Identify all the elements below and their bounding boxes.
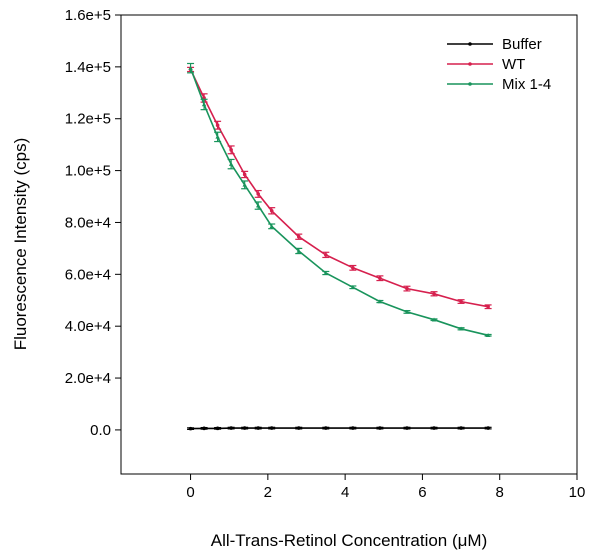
legend-marker: [468, 42, 472, 46]
data-point: [378, 276, 382, 281]
data-point: [324, 426, 328, 430]
legend-marker: [468, 62, 472, 66]
data-point: [229, 426, 233, 430]
data-point: [405, 426, 409, 430]
data-point: [350, 285, 356, 290]
data-point: [188, 65, 193, 70]
data-point: [229, 148, 233, 152]
y-tick-label: 1.2e+5: [65, 111, 111, 128]
data-point: [269, 426, 274, 430]
data-point: [351, 426, 355, 430]
series-buffer: [187, 426, 492, 431]
legend-label: WT: [502, 56, 525, 73]
y-tick-label: 6.0e+4: [65, 266, 111, 283]
data-point: [377, 299, 383, 304]
y-tick-label: 2.0e+4: [65, 370, 111, 387]
data-point: [256, 426, 260, 430]
series-line-wt: [189, 69, 489, 308]
y-axis-title: Fluorescence Intensity (cps): [11, 138, 30, 351]
data-point: [431, 317, 437, 322]
x-tick-label: 8: [496, 484, 504, 501]
y-axis: 0.0 2.0e+4 4.0e+4 6.0e+4 8.0e+4 1.0e+5 1.2e+5 1…: [65, 7, 121, 439]
series-mix-1-4: [187, 62, 492, 338]
legend-label: Mix 1-4: [502, 76, 551, 93]
legend: Buffer WT Mix 1-4: [447, 36, 551, 93]
data-point: [432, 291, 436, 296]
data-point: [432, 426, 436, 430]
data-point: [486, 304, 490, 309]
data-point: [378, 426, 382, 430]
series-layer: [187, 62, 492, 431]
legend-marker: [468, 82, 472, 86]
data-point: [188, 426, 193, 431]
data-point: [215, 426, 220, 431]
data-point: [296, 234, 301, 239]
x-tick-label: 0: [186, 484, 194, 501]
y-tick-label: 1.0e+5: [65, 163, 111, 180]
x-axis-title: All-Trans-Retinol Concentration (μM): [211, 531, 488, 550]
legend-item-mix-1-4: Mix 1-4: [447, 76, 551, 93]
data-point: [242, 426, 247, 430]
x-tick-label: 10: [569, 484, 586, 501]
y-tick-label: 8.0e+4: [65, 214, 111, 231]
data-point: [242, 172, 247, 177]
data-point: [458, 326, 464, 331]
legend-item-buffer: Buffer: [447, 36, 542, 53]
y-tick-label: 1.4e+5: [65, 59, 111, 76]
data-point: [404, 309, 410, 314]
data-point: [485, 333, 491, 338]
legend-label: Buffer: [502, 36, 542, 53]
x-tick-label: 4: [341, 484, 349, 501]
data-point: [215, 123, 220, 128]
data-point: [296, 248, 301, 253]
series-line-buffer: [190, 427, 489, 430]
data-point: [351, 266, 355, 270]
data-point: [242, 182, 247, 187]
data-point: [256, 192, 260, 196]
x-tick-label: 6: [418, 484, 426, 501]
data-point: [269, 208, 274, 213]
data-point: [255, 203, 261, 208]
data-point: [405, 286, 409, 291]
data-point: [215, 134, 220, 139]
data-point: [486, 426, 490, 430]
data-point: [201, 102, 207, 107]
data-point: [296, 426, 301, 430]
x-axis: 0 2 4 6 8 10: [186, 474, 585, 501]
data-point: [228, 161, 234, 166]
data-point: [269, 224, 274, 229]
data-point: [324, 253, 328, 257]
y-tick-label: 4.0e+4: [65, 318, 111, 335]
data-point: [459, 299, 463, 304]
data-point: [323, 270, 329, 275]
legend-item-wt: WT: [447, 56, 525, 73]
series-line-mix-1-4: [189, 67, 489, 337]
data-point: [459, 426, 463, 430]
series-wt: [187, 66, 492, 310]
x-tick-label: 2: [264, 484, 272, 501]
data-point: [202, 426, 206, 431]
plot-frame: [120, 14, 578, 475]
y-tick-label: 0.0: [90, 422, 111, 439]
y-tick-label: 1.6e+5: [65, 7, 111, 24]
